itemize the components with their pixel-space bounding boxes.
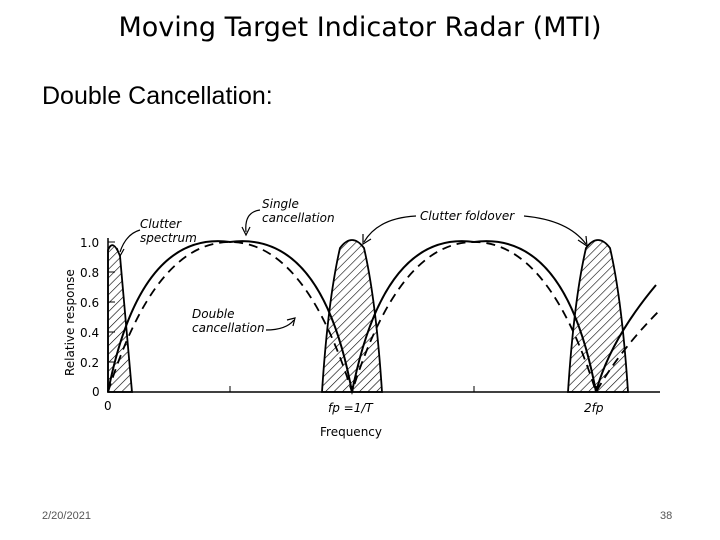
arrowhead-clutter-foldover-left: [362, 234, 372, 246]
annotation-single-cancellation-line1: Single: [262, 197, 299, 211]
slide-title: Moving Target Indicator Radar (MTI): [118, 12, 602, 43]
double-cancellation-curve: [107, 241, 661, 396]
y-tick-label-6: 0: [92, 385, 100, 399]
y-tick-label-3: 0.6: [80, 296, 99, 310]
arrowhead-clutter-foldover-right: [577, 235, 588, 248]
annotation-double-cancellation-line1: Double: [192, 307, 235, 321]
footer-date: 2/20/2021: [42, 510, 91, 522]
x-axis-label: Frequency: [320, 425, 382, 439]
single-cancellation-curve: [107, 240, 657, 393]
annotation-clutter-spectrum-line1: Clutter: [140, 217, 182, 231]
y-axis-label: Relative response: [63, 269, 77, 376]
arrow-clutter-foldover-left: [363, 215, 417, 243]
x-tick-label-0: 0: [104, 399, 112, 413]
arrow-double-cancellation: [265, 319, 295, 331]
arrow-clutter-foldover-right: [523, 215, 587, 245]
x-tick-label-2fp: 2fp: [584, 401, 604, 415]
annotation-double-cancellation-line2: cancellation: [192, 321, 265, 335]
x-tick-label-fp: fp =1/T: [328, 401, 374, 415]
mti-response-diagram: 1.0 0.8 0.6 0.4 0.2 0 Relative response …: [63, 197, 661, 439]
mti-response-figure: 1.0 0.8 0.6 0.4 0.2 0 Relative response …: [60, 190, 680, 450]
footer-page-number: 38: [660, 510, 673, 522]
y-tick-label-5: 0.2: [80, 356, 99, 370]
arrowhead-double-cancellation: [286, 317, 296, 327]
arrowhead-clutter-spectrum: [116, 247, 125, 258]
arrow-single-cancellation: [245, 209, 261, 233]
annotation-clutter-spectrum-line2: spectrum: [140, 231, 197, 245]
y-tick-label-4: 0.4: [80, 326, 99, 340]
arrow-clutter-spectrum: [119, 229, 141, 253]
annotation-single-cancellation-line2: cancellation: [262, 211, 335, 225]
clutter-foldover-lobe-2fp: [567, 239, 629, 393]
y-tick-label-1: 1.0: [80, 236, 99, 250]
slide-subtitle: Double Cancellation:: [42, 82, 273, 110]
arrowhead-single-cancellation: [241, 226, 251, 237]
y-tick-label-2: 0.8: [80, 266, 99, 280]
clutter-foldover-lobe-fp: [321, 239, 383, 393]
annotation-clutter-foldover: Clutter foldover: [420, 209, 515, 223]
